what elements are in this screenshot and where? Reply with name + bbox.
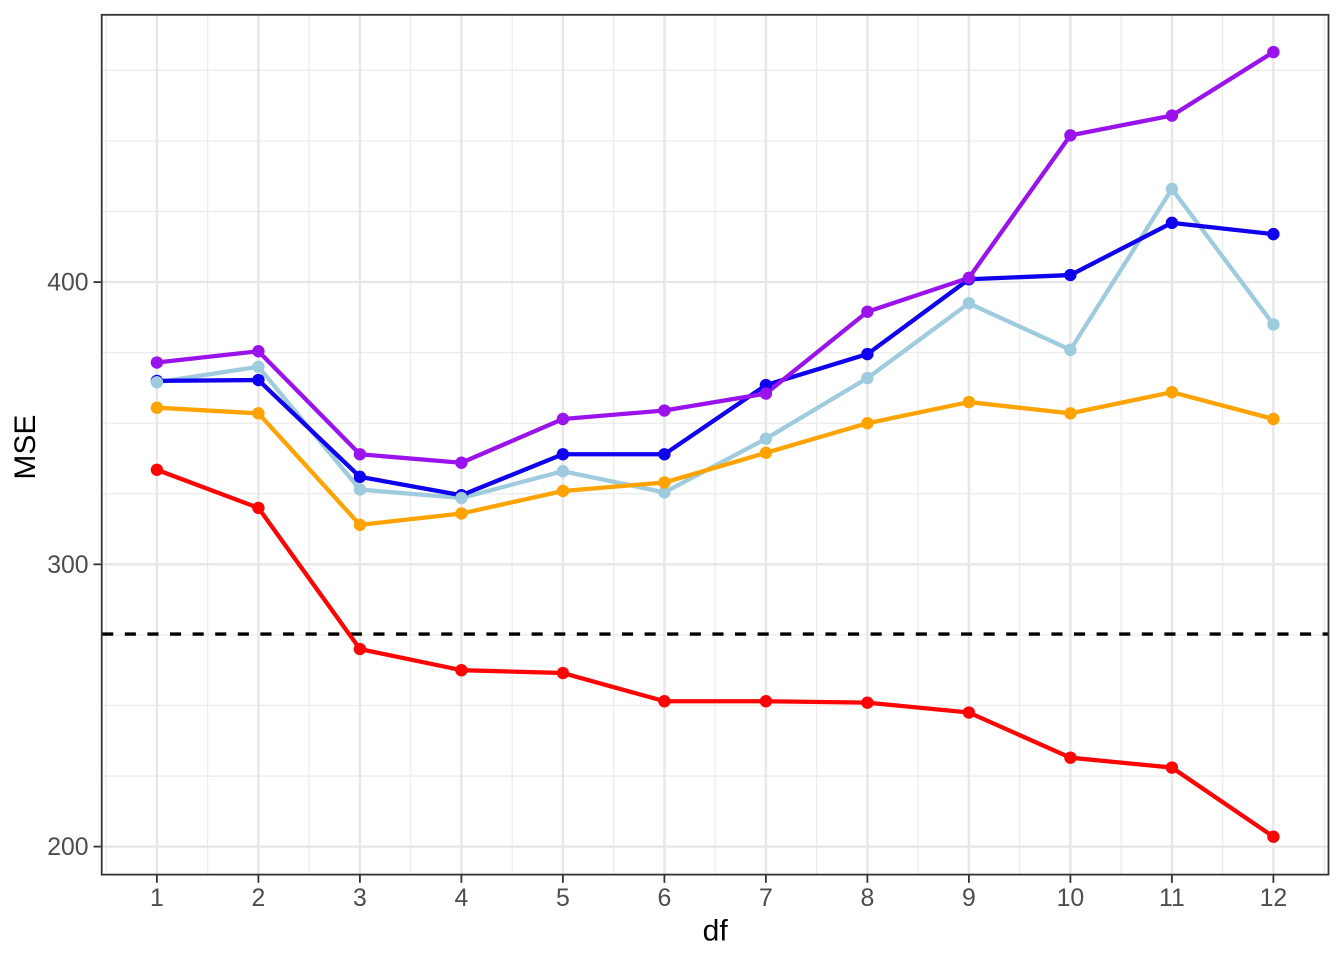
svg-text:200: 200 (47, 834, 88, 861)
svg-text:12: 12 (1260, 885, 1288, 912)
svg-text:9: 9 (962, 885, 976, 912)
svg-text:400: 400 (47, 270, 88, 297)
svg-text:2: 2 (252, 885, 266, 912)
svg-text:7: 7 (759, 885, 773, 912)
svg-text:1: 1 (150, 885, 164, 912)
svg-text:MSE: MSE (9, 415, 42, 480)
svg-text:5: 5 (556, 885, 570, 912)
svg-text:3: 3 (353, 885, 367, 912)
svg-text:300: 300 (47, 552, 88, 579)
svg-text:6: 6 (658, 885, 672, 912)
svg-text:df: df (703, 915, 729, 948)
svg-text:11: 11 (1159, 885, 1185, 912)
svg-text:4: 4 (455, 885, 469, 912)
svg-text:8: 8 (861, 885, 875, 912)
svg-text:10: 10 (1057, 885, 1085, 912)
